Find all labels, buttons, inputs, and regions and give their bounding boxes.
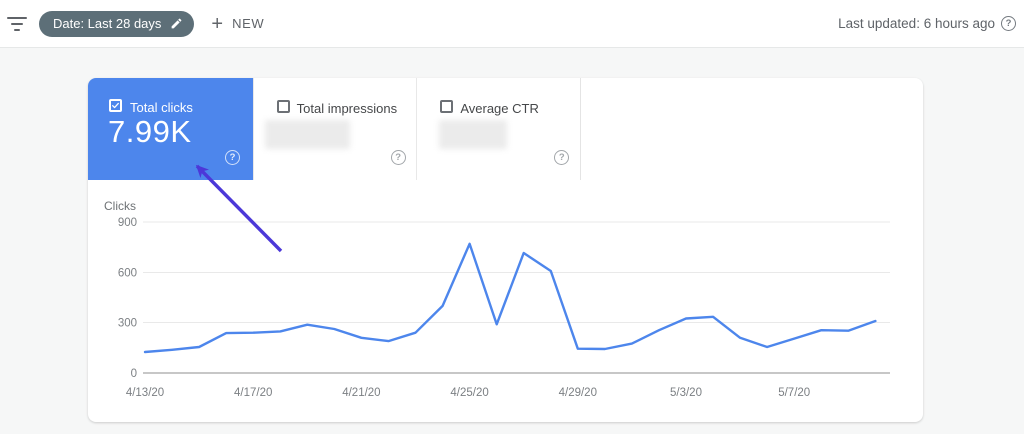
- y-tick-label: 900: [118, 217, 137, 229]
- metric-cards-row: Total clicks 7.99K ? Total impressions ?…: [88, 78, 581, 180]
- x-tick-label: 4/29/20: [559, 387, 597, 399]
- y-tick-label: 600: [118, 267, 137, 279]
- total-clicks-value: 7.99K: [108, 114, 192, 149]
- x-tick-label: 4/13/20: [126, 387, 164, 399]
- y-tick-label: 300: [118, 318, 137, 330]
- card-label: Average CTR: [460, 101, 539, 116]
- new-button[interactable]: + NEW: [211, 14, 264, 34]
- card-label: Total impressions: [296, 101, 398, 116]
- plus-icon: +: [211, 12, 224, 35]
- redacted-value-blur: [439, 120, 508, 149]
- y-tick-label: 0: [131, 368, 137, 380]
- checkbox-checked-icon[interactable]: [109, 99, 122, 112]
- clicks-series-line: [143, 242, 877, 354]
- redacted-value-blur: [264, 120, 350, 149]
- card-total-impressions[interactable]: Total impressions ?: [252, 78, 417, 180]
- date-filter-chip[interactable]: Date: Last 28 days: [39, 10, 195, 37]
- x-tick-label: 4/21/20: [342, 387, 380, 399]
- edit-pencil-icon: [172, 18, 182, 29]
- new-button-label: NEW: [232, 16, 265, 31]
- card-total-clicks[interactable]: Total clicks 7.99K ?: [88, 78, 253, 180]
- checkbox-unchecked-icon[interactable]: [440, 100, 454, 113]
- x-tick-label: 4/25/20: [450, 387, 488, 399]
- date-filter-label: Date: Last 28 days: [53, 16, 162, 31]
- performance-panel: Total clicks 7.99K ? Total impressions ?…: [88, 78, 923, 422]
- checkbox-unchecked-icon[interactable]: [276, 100, 290, 113]
- x-tick-label: 4/17/20: [234, 387, 272, 399]
- x-tick-label: 5/3/20: [670, 387, 702, 399]
- top-toolbar: Date: Last 28 days + NEW Last updated: 6…: [0, 0, 1024, 48]
- last-updated-text: Last updated: 6 hours ago: [838, 16, 995, 31]
- chart-y-axis-title: Clicks: [104, 199, 136, 213]
- last-updated-help-icon[interactable]: ?: [1001, 16, 1016, 31]
- card-help-icon[interactable]: ?: [390, 150, 406, 165]
- filter-icon[interactable]: [6, 16, 28, 31]
- x-tick-label: 5/7/20: [778, 387, 810, 399]
- card-label: Total clicks: [130, 100, 193, 115]
- card-help-icon[interactable]: ?: [554, 150, 570, 165]
- card-average-ctr[interactable]: Average CTR ?: [416, 78, 580, 180]
- card-help-icon[interactable]: ?: [225, 150, 240, 165]
- clicks-line-chart: 900 600 300 0 4/13/20 4/17/20 4/21/20 4/25/20 4/…: [118, 217, 890, 399]
